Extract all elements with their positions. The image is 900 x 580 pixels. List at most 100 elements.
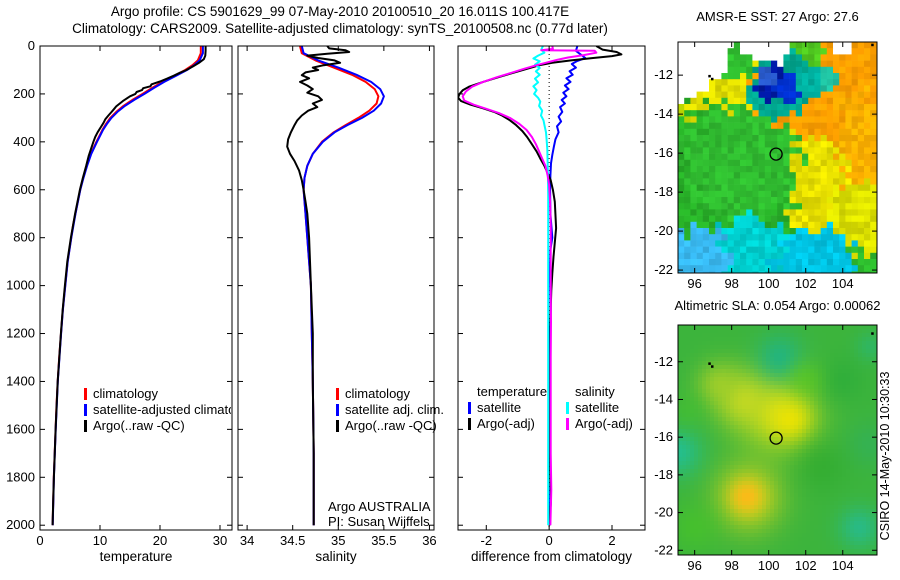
x-tick-label: 0: [36, 533, 43, 548]
x-tick-label: 20: [153, 533, 167, 548]
x-tick-label: 104: [832, 558, 854, 573]
x-tick-label: 100: [758, 558, 780, 573]
y-tick-label: 1200: [6, 326, 35, 341]
y-tick-label: -18: [654, 184, 673, 199]
argo-raw-line: [51, 46, 207, 526]
title-line-1: Argo profile: CS 5901629_99 07-May-2010 …: [110, 4, 570, 19]
argo-float-position-marker: [769, 431, 783, 445]
sla-field: [678, 325, 877, 555]
sla-map-panel: 96 98 100 102 104 -12 -14 -16 -18 -20 -22: [654, 324, 878, 573]
x-tick-label: 34: [240, 533, 254, 548]
program-name: Argo AUSTRALIA: [328, 499, 431, 514]
legend-label: Argo(-adj): [575, 416, 633, 431]
legend-entry-satellite-adjusted: satellite-adjusted climatology: [84, 402, 231, 418]
x-tick-label: 0: [546, 533, 553, 548]
figure-title: Argo profile: CS 5901629_99 07-May-2010 …: [10, 3, 670, 37]
y-tick-label: -12: [654, 354, 673, 369]
x-tick-label: 35: [331, 533, 345, 548]
difference-legend-salinity: salinity satellite Argo(-adj): [566, 384, 656, 432]
island-mark: [708, 74, 711, 78]
satellite-adjusted-line-sample: [84, 404, 87, 416]
legend-label: Argo(-adj): [477, 416, 535, 431]
csiro-watermark: CSIRO 14-May-2010 10:30:33: [878, 371, 892, 541]
sst-map-title: AMSR-E SST: 27 Argo: 27.6: [696, 9, 859, 24]
title-line-2: Climatology: CARS2009. Satellite-adjuste…: [72, 21, 608, 36]
x-tick-label: 98: [724, 276, 738, 291]
salinity-legend: climatology satellite adj. clim. Argo(..…: [336, 386, 466, 434]
salinity-axis-label: salinity: [315, 549, 357, 564]
island-mark: [711, 365, 714, 368]
satellite-adjusted-line-sample: [336, 404, 339, 416]
legend-entry-satellite: satellite: [566, 400, 656, 416]
x-tick-label: 36: [422, 533, 436, 548]
axis-box: [237, 45, 435, 531]
argo-float-position-marker: [769, 147, 783, 161]
island-mark: [871, 43, 874, 47]
difference-axis-label: difference from climatology: [471, 549, 632, 564]
sla-map-title: Altimetric SLA: 0.054 Argo: 0.00062: [674, 298, 881, 313]
y-tick-label: -16: [654, 145, 673, 160]
satellite-adjusted-climatology-line: [51, 46, 204, 526]
island-mark: [708, 362, 711, 365]
legend-label: satellite: [477, 400, 522, 415]
y-tick-label: 1000: [6, 278, 35, 293]
difference-legend-temperature: temperature satellite Argo(-adj): [468, 384, 564, 432]
x-tick-label: 98: [724, 558, 738, 573]
climatology-line: [51, 46, 202, 526]
satellite-sal-diff-line-sample: [566, 402, 569, 414]
legend-label: satellite-adjusted climatology: [93, 402, 231, 417]
legend-label: Argo(..raw -QC): [345, 418, 437, 433]
y-tick-label: 200: [13, 86, 35, 101]
temperature-legend: climatology satellite-adjusted climatolo…: [84, 386, 231, 434]
legend-entry-climatology: climatology: [84, 386, 231, 402]
y-tick-label: -14: [654, 106, 673, 121]
y-tick-label: 0: [28, 38, 35, 53]
temperature-satellite-diff-line: [548, 46, 587, 526]
legend-label: climatology: [345, 386, 411, 401]
climatology-line-sample: [84, 388, 87, 400]
legend-entry-satellite-adjusted: satellite adj. clim.: [336, 402, 466, 418]
climatology-line-sample: [336, 388, 339, 400]
y-tick-label: 2000: [6, 517, 35, 532]
y-tick-label: 1600: [6, 421, 35, 436]
temperature-argo-diff-line: [458, 46, 623, 526]
sst-map-panel: 96 98 100 102 104 -12 -14 -16 -18 -20 -22: [654, 41, 878, 291]
x-tick-label: 100: [758, 276, 780, 291]
y-tick-label: 600: [13, 182, 35, 197]
x-tick-label: 2: [608, 533, 615, 548]
legend-entry-climatology: climatology: [336, 386, 466, 402]
x-tick-label: 104: [832, 276, 854, 291]
x-tick-label: 10: [93, 533, 107, 548]
x-tick-label: 35.5: [371, 533, 396, 548]
y-tick-label: -12: [654, 67, 673, 82]
island-mark: [711, 77, 714, 81]
argo-temp-diff-line-sample: [468, 418, 471, 430]
y-tick-label: -20: [654, 505, 673, 520]
axis-box: [39, 45, 233, 531]
axis-box: [457, 45, 646, 531]
legend-entry-argo: Argo(..raw -QC): [336, 418, 466, 434]
y-tick-label: -22: [654, 542, 673, 557]
legend-entry-argo: Argo(-adj): [566, 416, 656, 432]
y-tick-label: -16: [654, 429, 673, 444]
y-tick-label: 800: [13, 230, 35, 245]
temperature-profile-panel: 0 10 20 30 0 200 400 600 800 1000 1200 1400 1600 1800…: [6, 38, 233, 564]
x-tick-label: 102: [795, 558, 817, 573]
program-pi: PI: Susan Wijffels: [328, 514, 430, 529]
legend-label: climatology: [93, 386, 159, 401]
argo-raw-line: [286, 46, 351, 526]
satellite-temp-diff-line-sample: [468, 402, 471, 414]
x-tick-label: 102: [795, 276, 817, 291]
legend-entry-satellite: satellite: [468, 400, 564, 416]
x-tick-label: 34.5: [280, 533, 305, 548]
legend-label: Argo(..raw -QC): [93, 418, 185, 433]
x-tick-label: -2: [481, 533, 493, 548]
temperature-axis-label: temperature: [100, 549, 173, 564]
island-mark: [871, 332, 874, 335]
salinity-profile-panel: 34 34.5 35 35.5 36 salinity: [237, 45, 437, 564]
salinity-argo-diff-line: [461, 46, 598, 526]
legend-entry-argo: Argo(-adj): [468, 416, 564, 432]
